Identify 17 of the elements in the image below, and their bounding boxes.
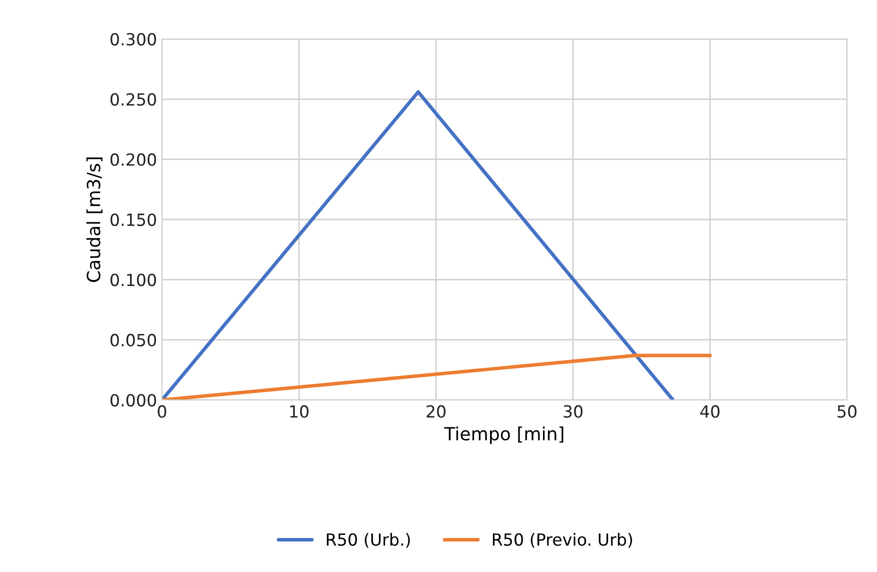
x-tick-label: 10 — [290, 405, 308, 418]
x-tick-label: 40 — [700, 405, 720, 418]
x-axis-title: Tiempo [min] — [444, 426, 564, 444]
x-tick-label: 30 — [564, 405, 582, 418]
y-tick-label: 0.150 — [110, 213, 156, 226]
x-tick-label: 20 — [426, 405, 446, 418]
legend-label: R50 (Previo. Urb) — [492, 532, 632, 548]
x-tick-label: 50 — [838, 405, 856, 418]
y-tick-label: 0.250 — [110, 93, 156, 106]
y-tick-label: 0.050 — [110, 334, 156, 346]
y-axis-title: Caudal [m3/s] — [86, 158, 102, 282]
y-tick-label: 0.000 — [110, 394, 156, 407]
y-tick-label: 0.200 — [110, 153, 156, 166]
legend-label: R50 (Urb.) — [326, 532, 410, 548]
y-tick-label: 0.100 — [110, 274, 156, 286]
x-tick-label: 0 — [158, 405, 166, 418]
y-tick-label: 0.300 — [110, 32, 156, 46]
